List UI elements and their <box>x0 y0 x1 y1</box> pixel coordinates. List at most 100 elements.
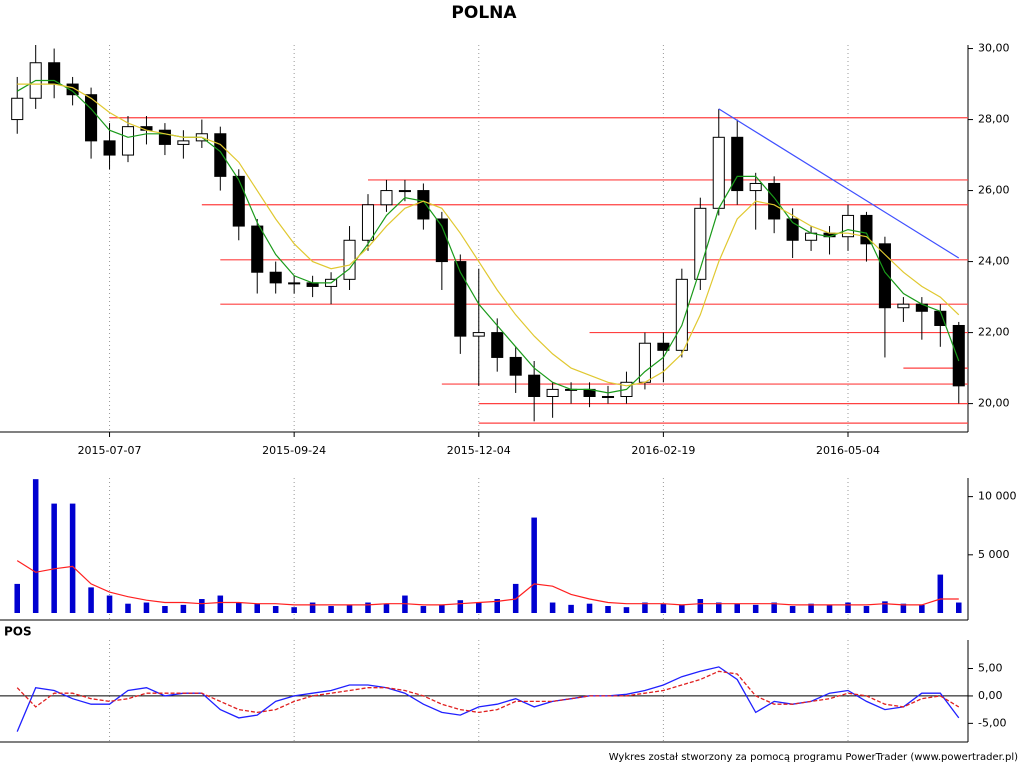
volume-bar <box>900 603 907 613</box>
volume-bar <box>476 602 482 613</box>
volume-bar <box>162 606 168 613</box>
volume-bar <box>143 602 150 613</box>
volume-bar <box>272 606 279 613</box>
candle-body <box>472 332 485 337</box>
volume-bar <box>457 600 464 613</box>
volume-bar <box>568 604 574 613</box>
candle-body <box>214 133 227 177</box>
volume-bar <box>32 479 39 613</box>
volume-bar <box>882 601 888 613</box>
candle-body <box>841 214 855 238</box>
candle-body <box>121 126 135 156</box>
volume-bar <box>808 603 814 613</box>
candle-body <box>251 225 264 273</box>
candle-body <box>158 129 171 145</box>
candle-body <box>380 190 393 206</box>
candle-body <box>398 190 411 193</box>
candle-body <box>103 140 116 156</box>
volume-bar <box>660 603 667 613</box>
volume-bar <box>217 595 224 613</box>
volume-bar <box>383 603 390 613</box>
candle-body <box>749 182 762 192</box>
candle-body <box>768 182 781 220</box>
volume-bar <box>697 599 704 613</box>
volume-bar <box>420 606 427 613</box>
candle-body <box>417 190 430 220</box>
candle-body <box>288 282 301 285</box>
y-tick-label: 24,00 <box>978 255 1010 268</box>
candle-body <box>491 332 504 358</box>
candle-body <box>860 214 873 245</box>
candle-body <box>878 243 891 309</box>
chart-title: POLNA <box>451 3 517 23</box>
volume-bar <box>439 604 445 613</box>
volume-bar <box>328 606 334 613</box>
footer: Wykres został stworzony za pomocą progra… <box>609 752 1018 763</box>
candle-body <box>269 271 282 284</box>
oscillator-line <box>16 670 960 714</box>
volume-bar <box>549 602 556 613</box>
candle-body <box>952 324 965 387</box>
moving-average <box>16 79 960 394</box>
volume-bar <box>679 604 685 613</box>
volume-bar <box>531 517 537 613</box>
volume-bar <box>956 602 962 613</box>
y-tick-label: 26,00 <box>978 184 1010 197</box>
candle-body <box>361 204 375 241</box>
candle-body <box>694 207 707 280</box>
y-tick-label: 5 000 <box>978 548 1010 561</box>
y-tick-label: 28,00 <box>978 113 1010 126</box>
volume-bar <box>199 599 205 613</box>
volume-bar <box>125 603 131 613</box>
volume-bar <box>586 603 593 613</box>
y-tick-label: 0,00 <box>978 689 1003 702</box>
y-tick-label: 22,00 <box>978 326 1010 339</box>
oscillator-line <box>16 666 960 732</box>
volume-bar <box>642 602 648 613</box>
volume-bar <box>623 607 630 613</box>
candle-body <box>11 97 24 121</box>
candle-body <box>638 342 651 383</box>
volume-bar <box>845 602 851 613</box>
volume-bar <box>51 503 57 613</box>
moving-average <box>17 83 960 387</box>
volume-bar <box>14 583 20 613</box>
candle-body <box>177 140 190 145</box>
volume-bar <box>716 602 722 613</box>
volume-bar <box>752 604 759 613</box>
panel-title: POS <box>4 625 32 639</box>
volume-bar <box>236 602 242 613</box>
candle-body <box>657 342 670 351</box>
candle-body <box>454 261 467 337</box>
x-tick-label: 2015-12-04 <box>447 444 511 457</box>
candle-body <box>509 356 522 376</box>
candle-body <box>66 83 79 96</box>
candle-body <box>675 278 688 351</box>
volume-bar <box>771 602 777 613</box>
volume-bar <box>309 602 316 613</box>
y-tick-label: 20,00 <box>978 397 1010 410</box>
volume-bar <box>605 606 611 613</box>
volume-bar <box>937 574 944 613</box>
volume-bar <box>365 602 371 613</box>
y-tick-label: 10 000 <box>978 490 1017 503</box>
candle-body <box>343 239 356 280</box>
volume-bar <box>106 595 113 613</box>
volume-bar <box>494 599 500 613</box>
candle-body <box>546 388 559 397</box>
candle-body <box>232 175 245 227</box>
candle-body <box>731 136 744 192</box>
trend-line <box>718 108 960 259</box>
y-tick-label: 5,00 <box>978 662 1003 675</box>
candle-body <box>85 94 98 142</box>
candle-body <box>786 218 799 241</box>
volume-average <box>16 560 959 606</box>
volume-bar <box>69 503 76 613</box>
volume-bar <box>789 606 796 613</box>
x-tick-label: 2015-07-07 <box>78 444 142 457</box>
volume-bar <box>254 603 260 613</box>
candle-body <box>712 136 725 209</box>
candle-body <box>601 395 615 398</box>
